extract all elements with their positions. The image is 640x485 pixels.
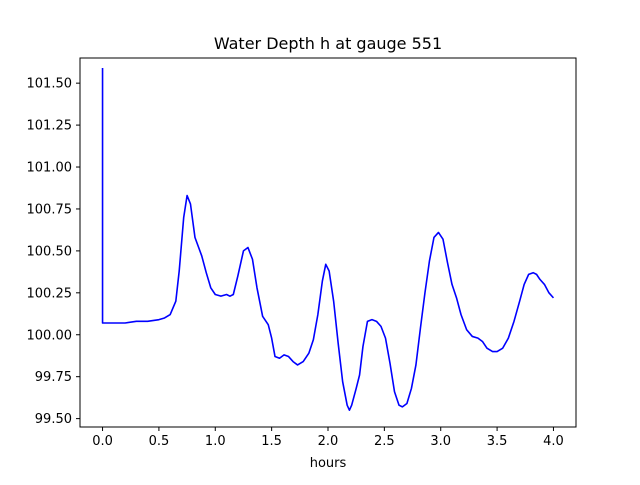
x-tick-label: 2.0 [318, 434, 339, 449]
y-tick-label: 99.75 [35, 370, 72, 385]
x-tick-label: 4.0 [543, 434, 564, 449]
x-tick-label: 1.0 [205, 434, 226, 449]
y-tick-label: 100.50 [27, 244, 73, 259]
series-line-0 [101, 68, 555, 412]
x-tick-label: 0.0 [92, 434, 113, 449]
y-tick-label: 100.00 [27, 328, 73, 343]
x-tick-label: 0.5 [149, 434, 170, 449]
plot-area: 0.0 0.5 1.0 1.5 2.0 2.5 3.0 3.5 4.0 99.50 99.75 100… [27, 57, 577, 449]
y-tick-label: 100.25 [27, 286, 73, 301]
x-tick-label: 3.0 [430, 434, 451, 449]
x-tick-label: 3.5 [487, 434, 508, 449]
x-tick-label: 1.5 [261, 434, 282, 449]
chart-title: Water Depth h at gauge 551 [214, 34, 442, 53]
y-tick-label: 101.00 [27, 161, 73, 176]
x-tick-label: 2.5 [374, 434, 395, 449]
y-tick-label: 99.50 [35, 412, 72, 427]
y-tick-label: 101.50 [27, 77, 73, 92]
x-axis-label: hours [310, 456, 347, 471]
y-tick-label: 100.75 [27, 202, 73, 217]
y-tick-label: 101.25 [27, 119, 73, 134]
